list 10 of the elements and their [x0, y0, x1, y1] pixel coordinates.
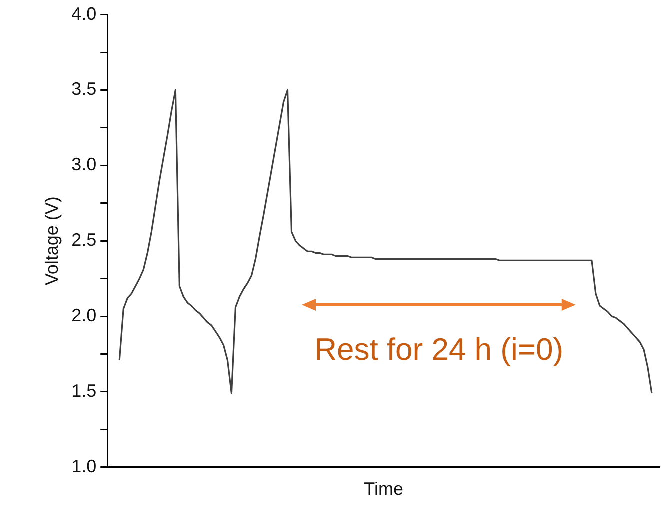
x-axis-title: Time — [364, 479, 404, 500]
y-tick-label: 1.5 — [72, 380, 97, 401]
y-tick-label: 4.0 — [72, 4, 97, 24]
y-tick-label: 3.0 — [72, 154, 97, 175]
y-tick-label: 3.5 — [72, 79, 97, 100]
y-axis-title: Voltage (V) — [42, 196, 62, 286]
y-tick-label: 2.5 — [72, 230, 97, 250]
y-tick-label: 2.0 — [72, 306, 97, 326]
annotation: Rest for 24 h (i=0) — [314, 332, 564, 368]
y-tick-label: 1.0 — [72, 456, 97, 476]
